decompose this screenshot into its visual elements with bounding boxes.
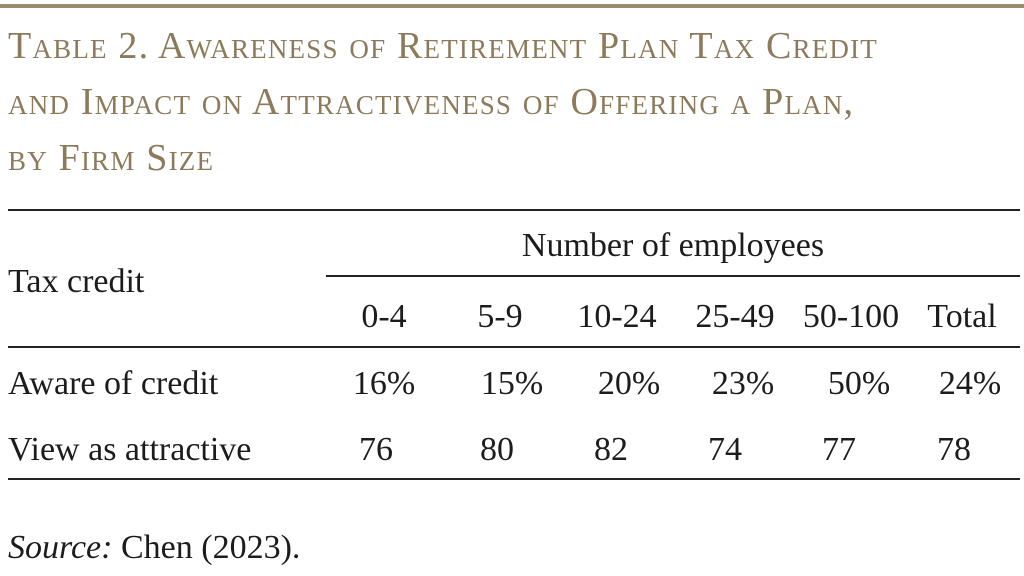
cell-attractive-25-49: 74 [708,431,742,468]
cell-attractive-0-4: 76 [359,431,393,468]
column-group-header: Number of employees [521,227,825,264]
row-label-aware: Aware of credit [8,365,219,402]
table-title: Table 2. Awareness of Retirement Plan Ta… [8,18,1018,186]
cell-aware-50-100: 50% [827,365,891,402]
cell-aware-total: 24% [938,365,1002,402]
row-header-label: Tax credit [8,263,145,300]
source-label: Source: [8,529,113,566]
col-header-10-24: 10-24 [577,298,657,335]
col-header-0-4: 0-4 [361,298,407,335]
col-header-5-9: 5-9 [477,298,523,335]
cell-aware-10-24: 20% [597,365,661,402]
col-header-total: Total [927,298,997,335]
source-text: Chen (2023). [112,529,301,566]
column-group-rule [326,275,1020,277]
table-bottom-rule [8,478,1020,480]
title-line-3: by Firm Size [8,137,215,179]
top-accent-rule [0,4,1024,8]
cell-aware-0-4: 16% [352,365,416,402]
cell-aware-25-49: 23% [711,365,775,402]
cell-attractive-10-24: 82 [594,431,628,468]
cell-aware-5-9: 15% [480,365,544,402]
col-header-25-49: 25-49 [695,298,775,335]
col-header-50-100: 50-100 [802,298,900,335]
title-line-1: Table 2. Awareness of Retirement Plan Ta… [8,25,878,67]
cell-attractive-50-100: 77 [822,431,856,468]
cell-attractive-5-9: 80 [480,431,514,468]
cell-attractive-total: 78 [937,431,971,468]
source-note: Source: Chen (2023). [8,528,300,568]
row-label-attractive: View as attractive [8,431,252,468]
header-bottom-rule [8,346,1020,348]
table-top-rule [8,209,1020,211]
title-line-2: and Impact on Attractiveness of Offering… [8,81,855,123]
